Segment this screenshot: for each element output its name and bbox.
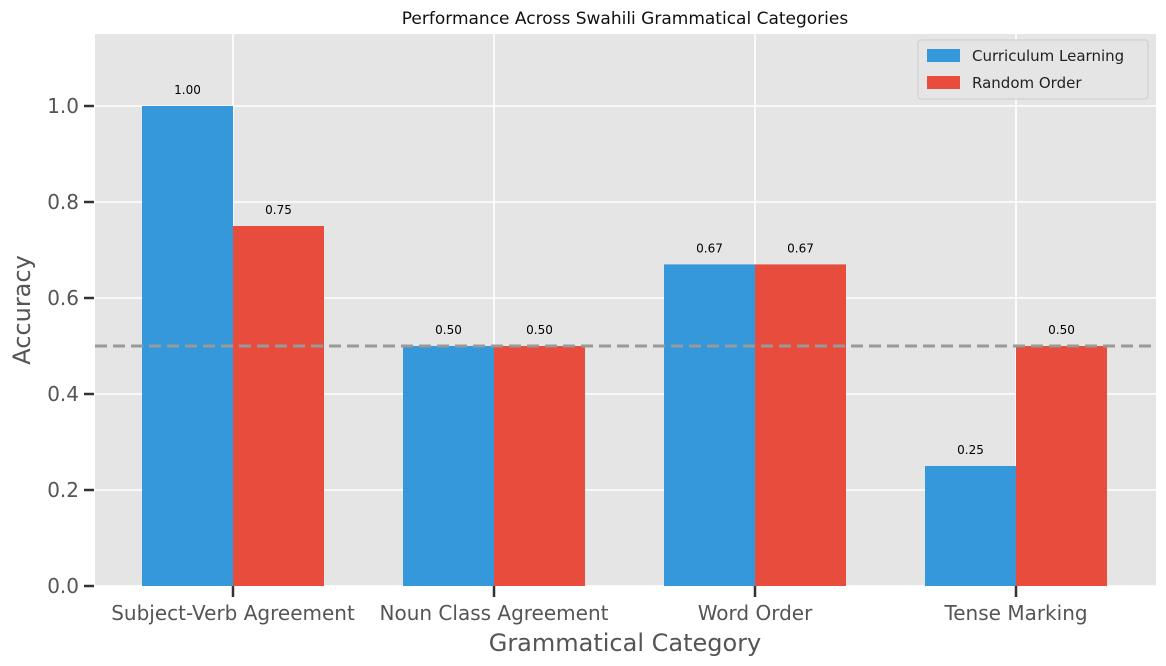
y-tick-label: 0.4 — [47, 382, 79, 406]
bar-curriculum-2 — [664, 264, 755, 586]
bar-value-label: 0.67 — [787, 241, 814, 255]
y-axis-title: Accuracy — [8, 255, 36, 365]
x-tick-label: Word Order — [698, 601, 813, 625]
y-tick-label: 1.0 — [47, 94, 79, 118]
bar-value-label: 0.50 — [435, 323, 462, 337]
x-axis-title: Grammatical Category — [489, 629, 762, 657]
y-axis: 0.0 0.2 0.4 0.6 0.8 1.0 — [47, 94, 94, 598]
bar-value-label: 1.00 — [174, 83, 201, 97]
legend-swatch-random — [927, 76, 960, 89]
x-axis: Subject-Verb Agreement Noun Class Agreeme… — [111, 586, 1088, 625]
x-tick-label: Noun Class Agreement — [380, 601, 609, 625]
bar-random-0 — [233, 226, 324, 586]
bar-curriculum-1 — [403, 346, 494, 586]
x-tick-label: Subject-Verb Agreement — [111, 601, 355, 625]
y-tick-label: 0.6 — [47, 286, 79, 310]
bar-value-label: 0.67 — [696, 241, 723, 255]
y-tick-label: 0.8 — [47, 190, 79, 214]
legend: Curriculum Learning Random Order — [917, 39, 1149, 100]
bar-value-label: 0.75 — [265, 203, 292, 217]
bar-random-2 — [755, 264, 846, 586]
bar-curriculum-3 — [925, 466, 1016, 586]
bar-random-3 — [1016, 346, 1107, 586]
legend-box — [917, 39, 1149, 100]
chart-title: Performance Across Swahili Grammatical C… — [402, 9, 849, 29]
y-tick-label: 0.2 — [47, 478, 79, 502]
bar-value-label: 0.50 — [526, 323, 553, 337]
legend-label-random: Random Order — [972, 74, 1082, 92]
bar-value-label: 0.25 — [957, 443, 984, 457]
legend-label-curriculum: Curriculum Learning — [972, 47, 1124, 65]
x-tick-label: Tense Marking — [943, 601, 1087, 625]
legend-swatch-curriculum — [927, 49, 960, 62]
bar-labels-group: 1.00 0.50 0.67 0.25 0.75 0.50 0.67 0.50 — [174, 83, 1075, 457]
bar-value-label: 0.50 — [1048, 323, 1075, 337]
bar-random-1 — [494, 346, 585, 586]
y-tick-label: 0.0 — [47, 574, 79, 598]
